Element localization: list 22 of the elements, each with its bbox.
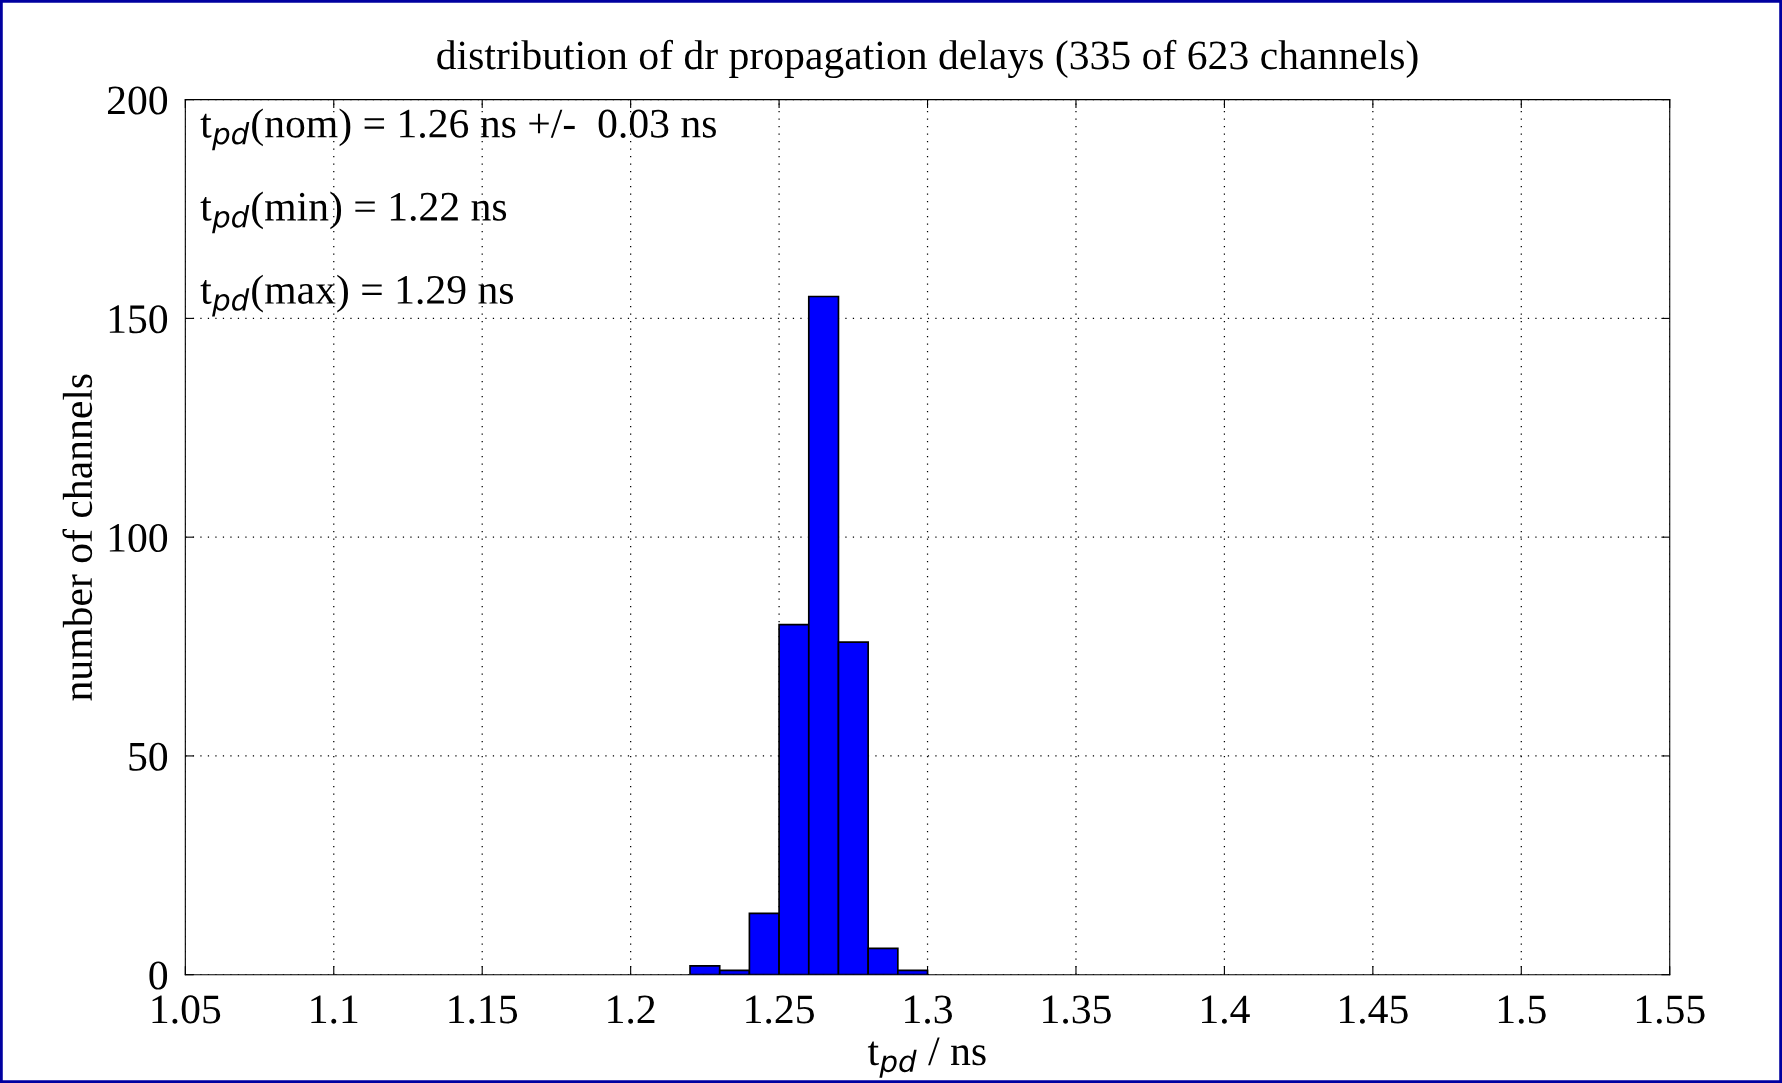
x-tick-label: 1.15 — [449, 995, 518, 1024]
x-tick-label: 1.45 — [1340, 995, 1408, 1024]
x-tick-label: 1.05 — [152, 995, 221, 1024]
y-tick-label: 150 — [109, 305, 168, 334]
x-axis-title: t$_{pd}$ / ns — [867, 1037, 986, 1078]
x-tick-label: 1.25 — [746, 995, 814, 1024]
x-tick-label: 1.55 — [1636, 995, 1705, 1024]
x-tick-label: 1.35 — [1043, 995, 1111, 1024]
annotation: t$_{pd}$(max) = 1.29 ns — [200, 274, 514, 317]
x-tick-label: 1.4 — [1202, 995, 1250, 1024]
x-tick-label: 1.3 — [905, 995, 952, 1024]
y-tick-label: 50 — [129, 742, 168, 771]
chart-title: distribution of dr propagation delays (335 of 623 channels) — [437, 39, 1418, 79]
x-tick-label: 1.5 — [1498, 995, 1546, 1024]
y-tick-label: 200 — [107, 86, 168, 115]
y-tick-label: 100 — [109, 523, 168, 553]
annotation: t$_{pd}$(nom) = 1.26 ns +/- 0.03 ns — [200, 108, 716, 151]
annotation: t$_{pd}$(min) = 1.22 ns — [200, 191, 507, 234]
x-tick-label: 1.2 — [608, 995, 655, 1024]
x-tick-label: 1.1 — [311, 995, 358, 1024]
y-axis-title: number of channels — [62, 374, 93, 701]
y-tick-label: 0 — [149, 961, 168, 990]
